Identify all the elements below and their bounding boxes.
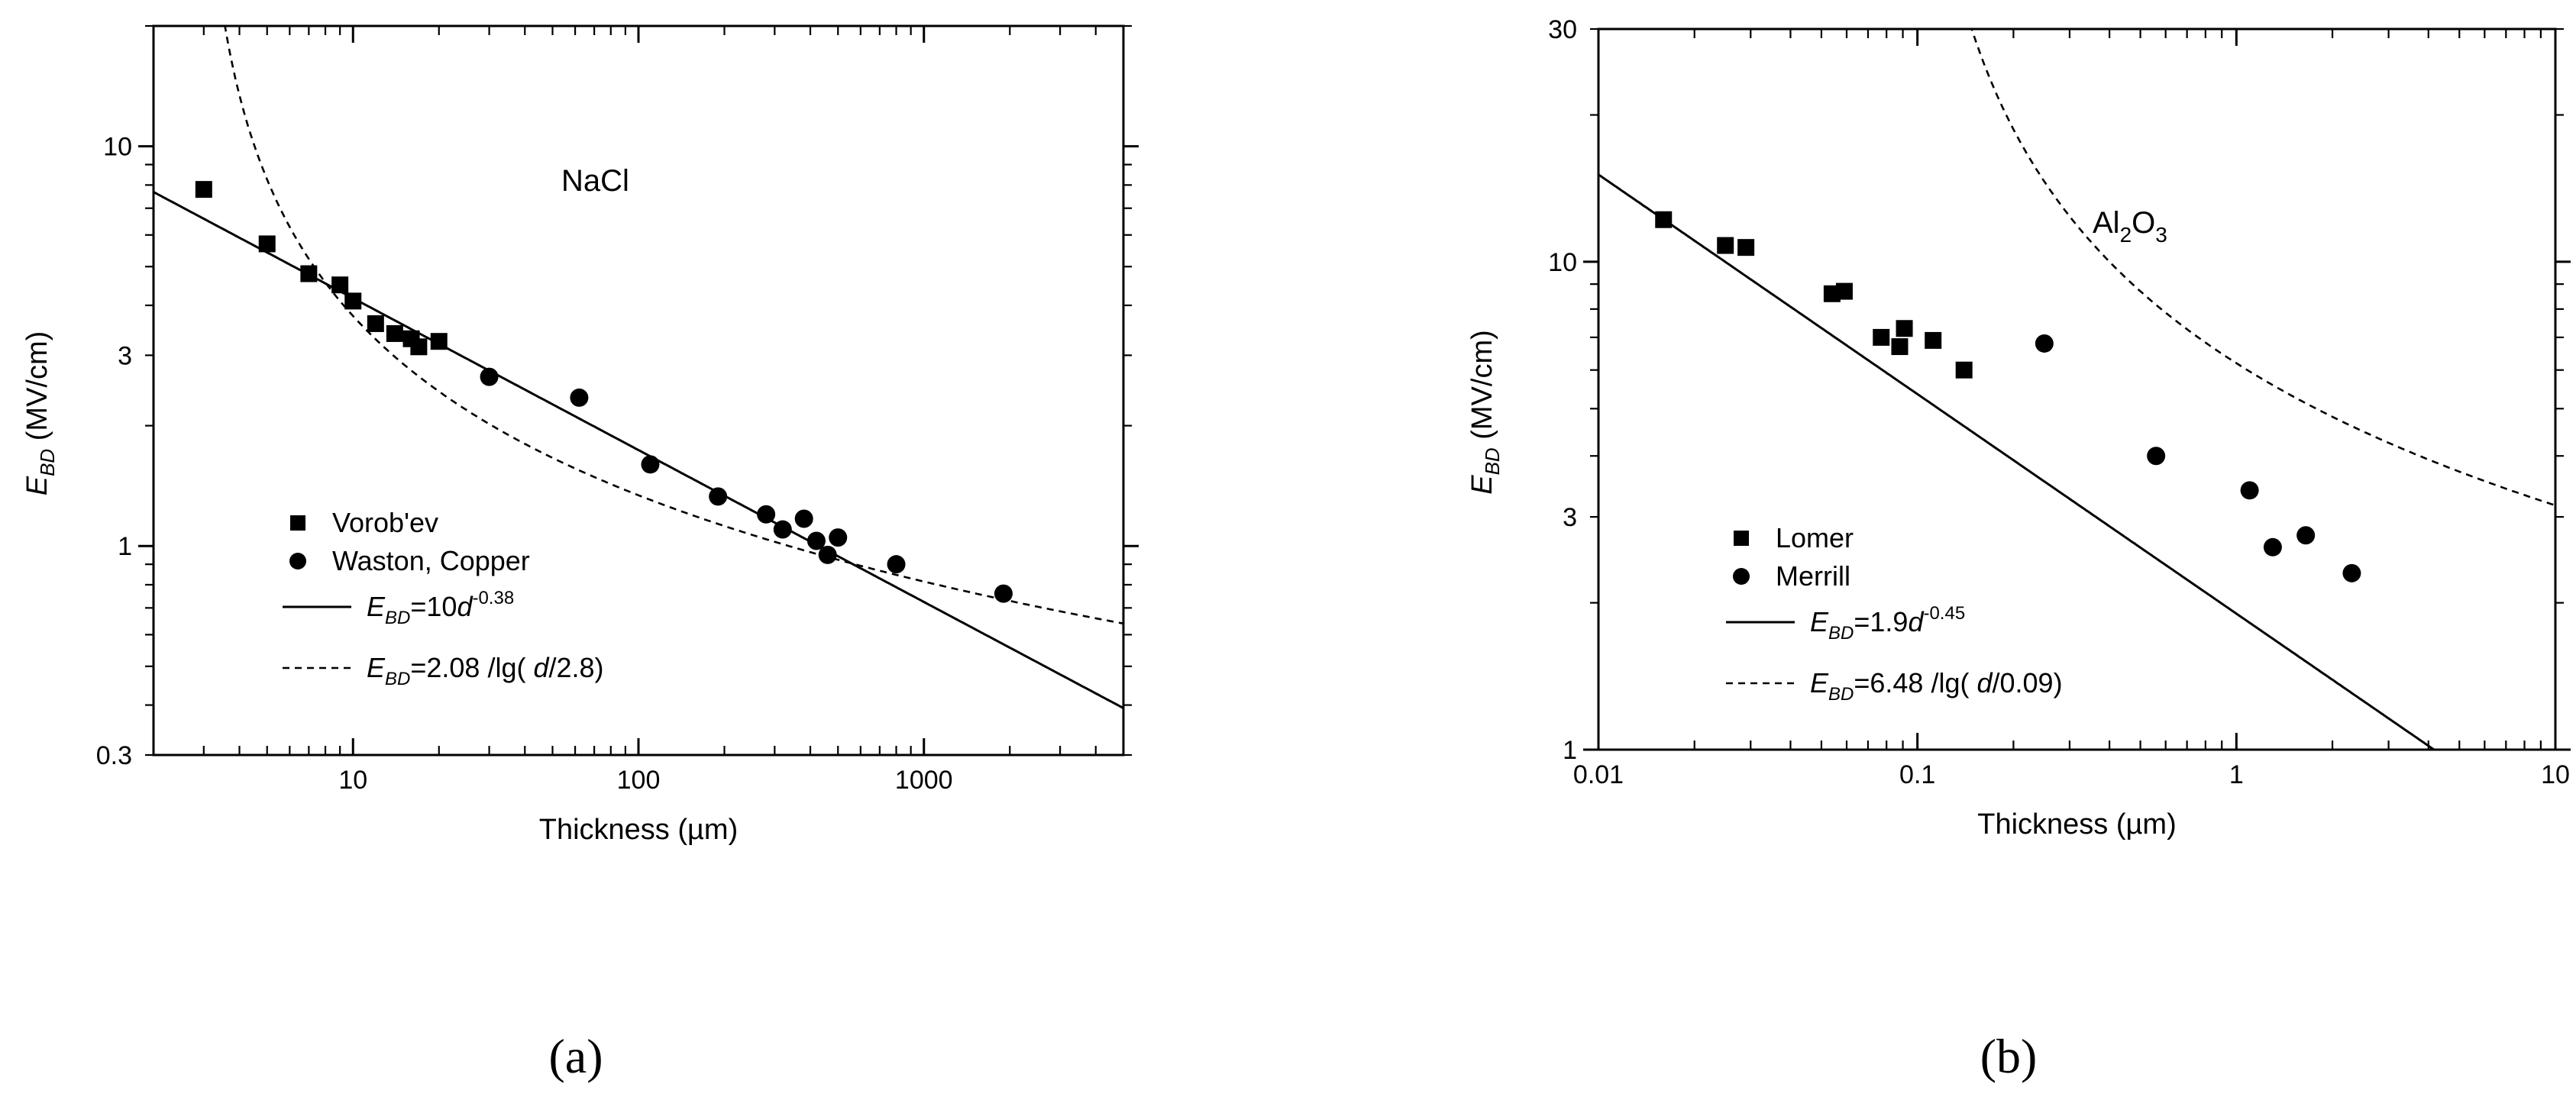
data-point-circle xyxy=(887,555,906,574)
x-tick-label: 1 xyxy=(2229,760,2244,789)
legend-fit-equation: EBD=1.9d-0.45 xyxy=(1810,603,1965,644)
legend-fit-equation: EBD=6.48 /lg( d/0.09) xyxy=(1810,667,2063,705)
y-axis-title-b: EBD (MV/cm) xyxy=(1466,330,1504,495)
log-fit-dashed-line xyxy=(1970,29,2555,507)
panel-label-a: (a) xyxy=(548,1029,603,1083)
data-point-square xyxy=(1717,237,1734,254)
data-point-square xyxy=(195,181,212,198)
x-tick-label: 1000 xyxy=(895,766,953,795)
material-label-text: Al2O3 xyxy=(2093,206,2167,247)
log-fit-dashed-line xyxy=(224,26,1123,625)
y-tick-label: 3 xyxy=(1563,503,1577,532)
data-point-square xyxy=(1955,361,1973,379)
data-point-square xyxy=(300,265,318,282)
material-label-nacl: NaCl xyxy=(561,164,629,198)
panel-label-b: (b) xyxy=(1980,1029,2038,1083)
data-point-square xyxy=(258,235,276,253)
data-point-square xyxy=(1925,331,1942,349)
legend-circle-marker xyxy=(289,553,306,569)
y-tick-label: 10 xyxy=(103,133,132,162)
fit-curves-b xyxy=(1598,29,2555,750)
y-tick-label: 3 xyxy=(118,341,132,370)
legend-fit-equation: EBD=10d-0.38 xyxy=(367,588,514,628)
legend-entry-label: Merrill xyxy=(1776,560,1850,592)
data-point-circle xyxy=(2263,537,2282,557)
data-point-circle xyxy=(818,545,837,564)
data-point-circle xyxy=(2342,563,2361,582)
data-point-square xyxy=(344,292,362,310)
data-point-circle xyxy=(2147,447,2166,466)
x-ticks-b: 0.01 0.1 1 10 xyxy=(1573,29,2570,789)
data-point-square xyxy=(1835,282,1853,300)
data-points-a xyxy=(195,181,1013,603)
data-point-square xyxy=(430,333,448,350)
data-point-square xyxy=(386,324,403,342)
y-tick-label: 30 xyxy=(1548,15,1577,44)
power-law-fit-line xyxy=(154,191,1123,709)
x-tick-label: 10 xyxy=(338,766,367,795)
data-point-square xyxy=(410,338,428,356)
y-tick-label: 0.3 xyxy=(96,741,132,770)
data-point-square xyxy=(1873,328,1890,346)
x-tick-label: 0.1 xyxy=(1899,760,1935,789)
legend-entry-label: Waston, Copper xyxy=(332,545,530,576)
data-point-circle xyxy=(480,367,499,386)
x-tick-label: 10 xyxy=(2541,760,2570,789)
x-axis-title-b: Thickness (µm) xyxy=(1977,808,2176,840)
legend-entry-label: Lomer xyxy=(1776,522,1854,553)
x-tick-label: 100 xyxy=(617,766,661,795)
y-tick-label: 1 xyxy=(1563,736,1577,765)
data-point-square xyxy=(331,276,349,294)
data-point-circle xyxy=(757,505,776,524)
data-point-circle xyxy=(570,388,589,407)
legend-b: Lomer Merrill EBD=1.9d-0.45 EBD=6.48 /lg( d… xyxy=(1726,522,2063,705)
data-point-circle xyxy=(829,528,848,547)
data-point-square xyxy=(1737,239,1755,257)
data-point-circle xyxy=(709,487,728,506)
x-tick-label: 0.01 xyxy=(1573,760,1624,789)
legend-fit-equation: EBD=2.08 /lg( d/2.8) xyxy=(367,652,604,689)
legend-square-marker xyxy=(1734,531,1749,546)
data-point-circle xyxy=(641,455,660,474)
chart-panel-b: 0.01 0.1 1 10 1 3 10 30 Al2O3 Thickness (µm) E… xyxy=(1466,15,2571,1083)
data-point-circle xyxy=(2035,334,2054,353)
data-point-square xyxy=(1896,320,1913,337)
power-law-fit-line xyxy=(1598,173,2436,750)
legend-entry-label: Vorob'ev xyxy=(332,507,438,538)
data-points-b xyxy=(1655,211,2361,582)
data-point-square xyxy=(367,315,384,332)
y-ticks-b: 1 3 10 30 xyxy=(1548,15,2571,765)
x-axis-title-a: Thickness (µm) xyxy=(539,814,738,846)
data-point-square xyxy=(1891,338,1909,356)
data-point-circle xyxy=(773,520,792,539)
data-point-circle xyxy=(794,509,813,528)
data-point-circle xyxy=(806,531,826,550)
data-point-square xyxy=(1655,211,1673,228)
x-ticks-a: 10 100 1000 xyxy=(152,26,1125,795)
data-point-circle xyxy=(2296,526,2316,545)
data-point-circle xyxy=(2240,481,2259,500)
fit-curves-a xyxy=(154,26,1123,709)
legend-a: Vorob'ev Waston, Copper EBD=10d-0.38 EBD=2.… xyxy=(283,507,604,689)
y-axis-title-text: EBD (MV/cm) xyxy=(1466,330,1504,495)
chart-panel-a: 10 100 1000 0.3 1 3 10 NaCl Thickness (µm) EB… xyxy=(21,24,1139,1083)
legend-square-marker xyxy=(290,515,305,531)
y-axis-title-a: EBD (MV/cm) xyxy=(21,331,59,496)
data-point-circle xyxy=(994,584,1013,603)
legend-circle-marker xyxy=(1733,568,1750,585)
plot-frame-b xyxy=(1597,27,2557,751)
y-tick-label: 10 xyxy=(1548,248,1577,277)
y-tick-label: 1 xyxy=(118,532,132,561)
y-axis-title-text: EBD (MV/cm) xyxy=(21,331,59,496)
plot-frame-a xyxy=(152,24,1125,757)
y-ticks-a: 0.3 1 3 10 xyxy=(96,24,1139,770)
material-label-al2o3: Al2O3 xyxy=(2093,206,2167,247)
